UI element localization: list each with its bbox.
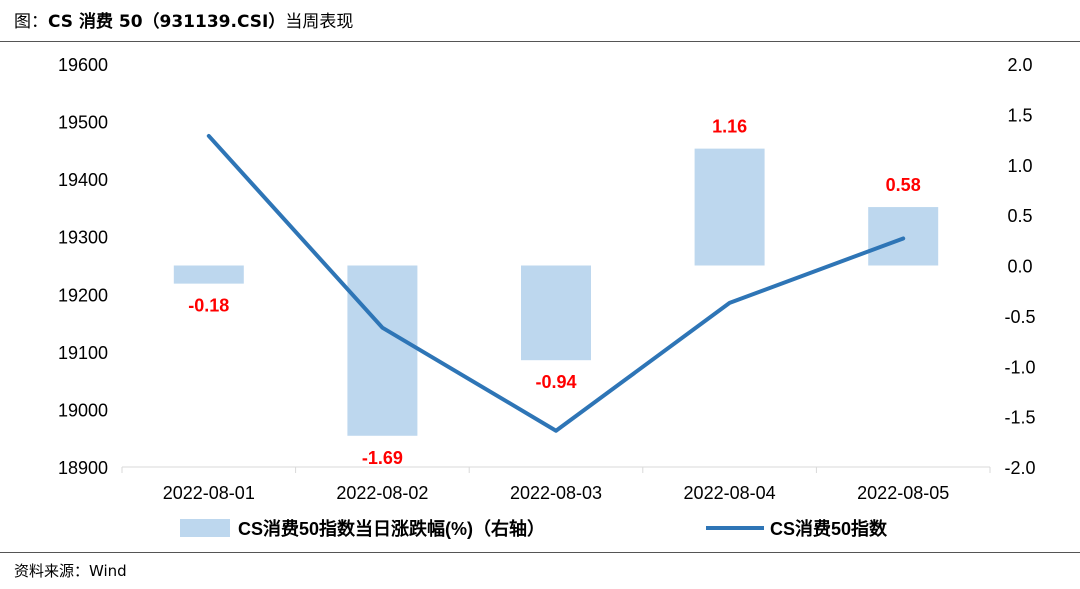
left-axis-tick-label: 19100 [58,343,108,363]
right-axis-tick-label: 0.5 [1007,206,1032,226]
title-prefix: 图： [14,12,48,32]
top-divider [0,41,1080,42]
x-axis-tick-label: 2022-08-01 [163,483,255,503]
left-axis-tick-label: 18900 [58,458,108,478]
bar-change-pct [347,265,418,436]
right-axis-tick-label: 2.0 [1007,55,1032,75]
right-axis-tick-label: -1.5 [1004,408,1035,428]
index-line [206,133,906,433]
legend-line-label: CS消费50指数 [770,518,888,539]
right-axis-tick-label: -1.0 [1004,357,1035,377]
bar-data-label: 0.58 [886,175,921,195]
legend-bar-swatch [180,519,230,537]
title-main: CS 消费 50（931139.CSI） [48,12,286,32]
bar-data-label: 1.16 [712,117,747,137]
x-axis-tick-label: 2022-08-02 [336,483,428,503]
bar-change-pct [694,148,765,266]
chart-title: 图：CS 消费 50（931139.CSI）当周表现 [14,12,353,32]
bar-change-pct [521,265,591,361]
x-axis-tick-label: 2022-08-04 [684,483,776,503]
x-axis-tick-label: 2022-08-05 [857,483,949,503]
bar-data-label: -1.69 [362,448,403,468]
left-axis-tick-label: 19000 [58,400,108,420]
bar-change-pct [868,207,939,266]
bottom-divider [0,552,1080,553]
right-axis-tick-label: 1.5 [1007,105,1032,125]
source-note: 资料来源：Wind [14,562,127,580]
left-axis-tick-label: 19500 [58,113,108,133]
right-axis-tick-label: 1.0 [1007,156,1032,176]
bar-data-label: -0.94 [535,372,576,392]
right-axis-tick-label: -2.0 [1004,458,1035,478]
legend-bar-label: CS消费50指数当日涨跌幅(%)（右轴） [238,518,545,539]
bar-data-label: -0.18 [188,296,229,316]
left-axis-tick-label: 19400 [58,170,108,190]
title-suffix: 当周表现 [285,12,354,32]
bar-change-pct [173,265,244,284]
x-axis-tick-label: 2022-08-03 [510,483,602,503]
left-axis-tick-label: 19300 [58,228,108,248]
right-axis-tick-label: 0.0 [1007,257,1032,277]
left-axis-tick-label: 19600 [58,55,108,75]
left-axis-tick-label: 19200 [58,285,108,305]
right-axis-tick-label: -0.5 [1004,307,1035,327]
